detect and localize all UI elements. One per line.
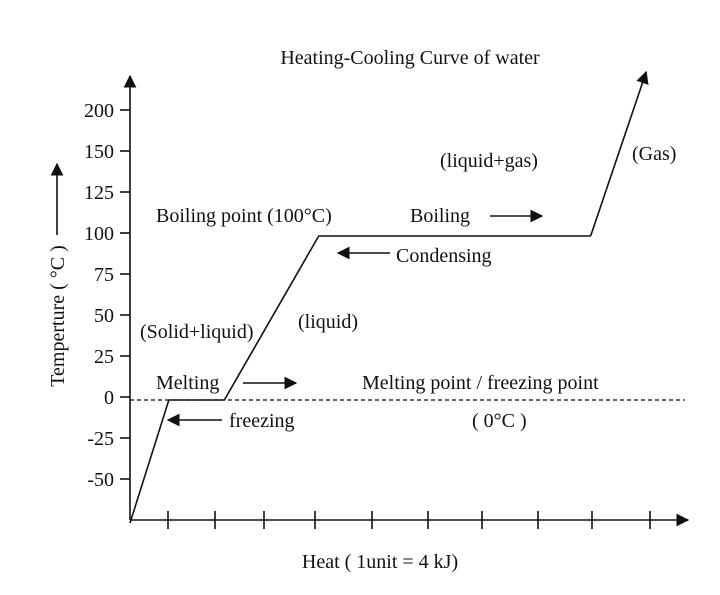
y-tick-label: 25	[94, 346, 114, 368]
annotation-melting-point: Melting point / freezing point	[362, 372, 599, 394]
y-tick-label: 50	[94, 305, 114, 327]
annotation-liquid-gas: (liquid+gas)	[440, 150, 538, 172]
chart-title: Heating-Cooling Curve of water	[280, 47, 540, 69]
annotation-boiling: Boiling	[410, 205, 470, 227]
annotation-condensing: Condensing	[396, 245, 492, 267]
y-axis-label: Temperture ( °C )	[47, 245, 69, 387]
y-tick-label: -25	[87, 428, 114, 450]
annotation-melting: Melting	[156, 372, 219, 394]
x-axis-label: Heat ( 1unit = 4 kJ)	[302, 551, 458, 573]
y-tick-label: 75	[94, 264, 114, 286]
y-tick-label: 125	[84, 182, 114, 204]
annotation-gas: (Gas)	[632, 143, 676, 165]
annotation-boiling-point: Boiling point (100°C)	[156, 205, 332, 227]
y-tick-label: 0	[104, 387, 114, 409]
y-tick-label: -50	[87, 469, 114, 491]
gas-phase-arrow	[589, 70, 649, 237]
annotation-liquid: (liquid)	[298, 311, 358, 333]
heating-curve-line	[129, 235, 591, 524]
y-ticks: 200 150 125 100 75 50 25 0 -25 -50	[84, 100, 130, 491]
annotation-zero-c: ( 0°C )	[472, 410, 527, 432]
x-ticks	[167, 511, 651, 529]
y-tick-label: 200	[84, 100, 114, 122]
annotation-solid-liquid: (Solid+liquid)	[140, 321, 254, 343]
y-tick-label: 100	[84, 223, 114, 245]
y-tick-label: 150	[84, 141, 114, 163]
annotation-freezing: freezing	[229, 410, 295, 432]
